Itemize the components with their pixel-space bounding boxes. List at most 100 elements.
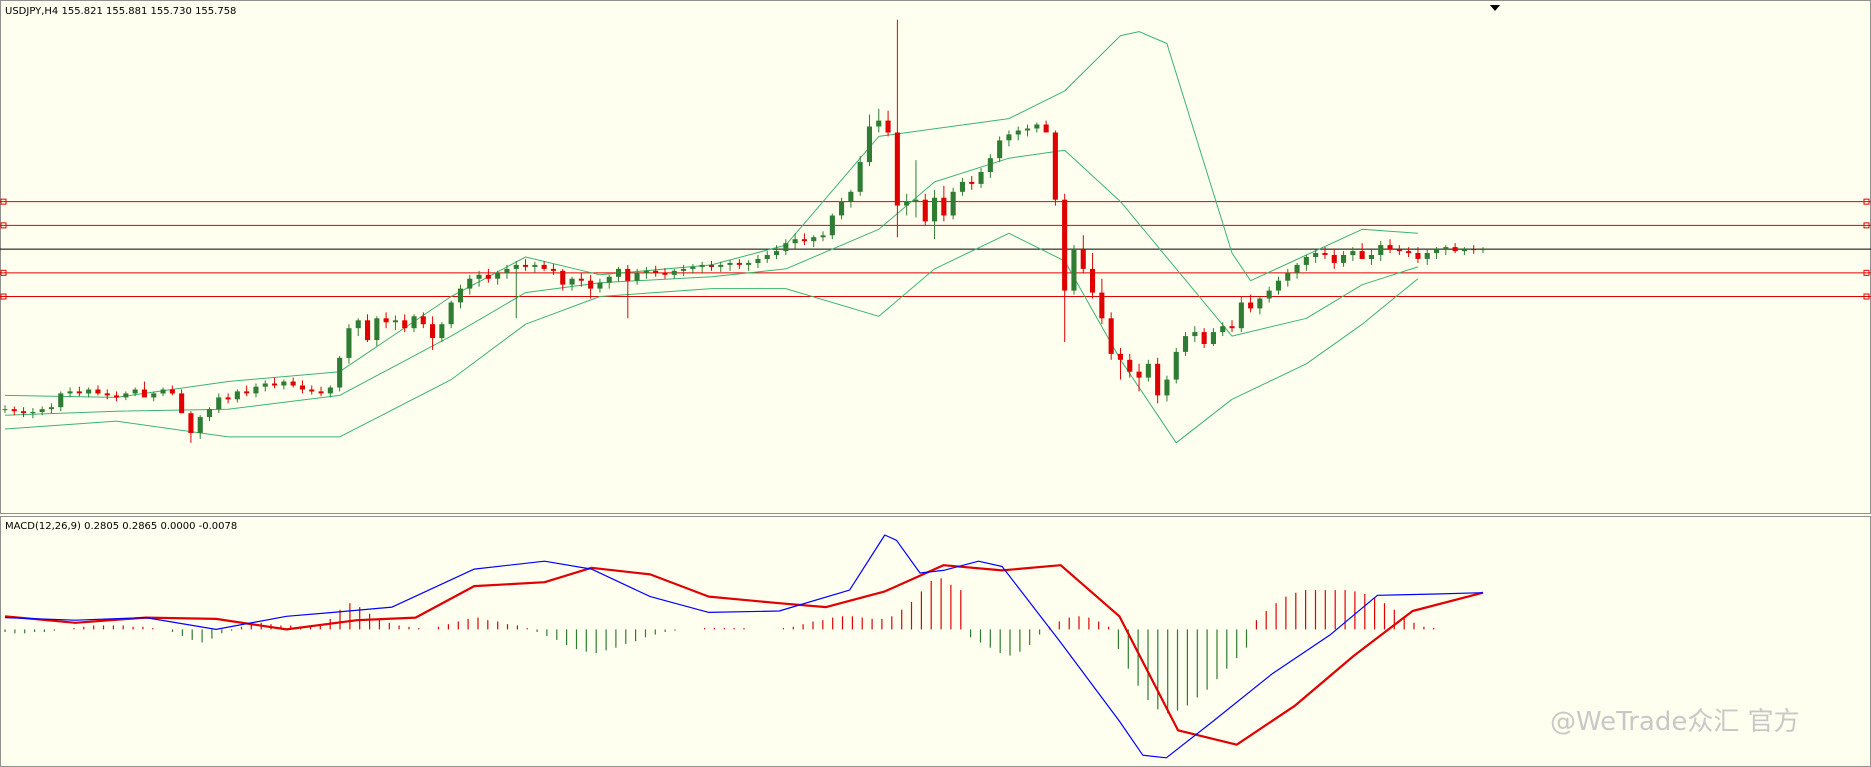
candle-body[interactable]	[774, 251, 780, 256]
candle-body[interactable]	[1471, 249, 1477, 251]
candle-body[interactable]	[1136, 371, 1142, 378]
candle-body[interactable]	[1396, 249, 1402, 252]
candle-body[interactable]	[1266, 290, 1272, 299]
candle-body[interactable]	[792, 239, 798, 244]
candle-body[interactable]	[597, 282, 603, 289]
candle-body[interactable]	[123, 393, 129, 398]
candle-body[interactable]	[169, 389, 175, 394]
candle-body[interactable]	[476, 274, 482, 279]
candle-body[interactable]	[1248, 302, 1254, 309]
candle-body[interactable]	[541, 264, 547, 269]
candle-body[interactable]	[1294, 264, 1300, 273]
candle-body[interactable]	[1201, 332, 1207, 344]
candle-body[interactable]	[197, 417, 203, 433]
candle-body[interactable]	[1220, 326, 1226, 333]
candle-body[interactable]	[160, 389, 166, 394]
candle-body[interactable]	[746, 262, 752, 265]
candle-body[interactable]	[1025, 128, 1031, 131]
candle-body[interactable]	[2, 409, 8, 411]
candle-body[interactable]	[1285, 272, 1291, 281]
level-line-handle-right[interactable]	[1863, 269, 1870, 276]
candle-body[interactable]	[11, 409, 17, 412]
candle-body[interactable]	[1341, 255, 1347, 263]
candle-body[interactable]	[467, 278, 473, 289]
candle-body[interactable]	[987, 158, 993, 172]
candle-body[interactable]	[67, 391, 73, 394]
candle-body[interactable]	[978, 172, 984, 184]
candle-body[interactable]	[1275, 280, 1281, 291]
candle-body[interactable]	[848, 191, 854, 202]
candle-body[interactable]	[671, 270, 677, 275]
candle-body[interactable]	[1257, 298, 1263, 309]
candle-body[interactable]	[1387, 245, 1393, 250]
level-line-handle-left[interactable]	[0, 198, 7, 205]
candle-body[interactable]	[132, 389, 138, 394]
candle-body[interactable]	[1034, 124, 1040, 129]
level-line-handle-left[interactable]	[0, 293, 7, 300]
candle-body[interactable]	[1062, 199, 1068, 291]
candle-body[interactable]	[922, 199, 928, 222]
candle-body[interactable]	[811, 237, 817, 242]
candle-body[interactable]	[643, 270, 649, 273]
candle-body[interactable]	[932, 197, 938, 222]
candle-body[interactable]	[290, 381, 296, 386]
candle-body[interactable]	[30, 412, 36, 414]
candle-body[interactable]	[244, 391, 250, 394]
candle-body[interactable]	[225, 397, 231, 400]
candle-body[interactable]	[346, 328, 352, 358]
candle-body[interactable]	[969, 181, 975, 184]
candle-body[interactable]	[1480, 249, 1486, 251]
candle-body[interactable]	[1071, 249, 1077, 291]
candle-body[interactable]	[48, 407, 54, 410]
candle-body[interactable]	[21, 411, 27, 414]
candle-body[interactable]	[151, 393, 157, 398]
candle-body[interactable]	[829, 215, 835, 236]
candle-body[interactable]	[299, 385, 305, 390]
candle-body[interactable]	[327, 387, 333, 394]
candle-body[interactable]	[39, 409, 45, 412]
level-line-handle-left[interactable]	[0, 269, 7, 276]
candle-body[interactable]	[1452, 247, 1458, 252]
candle-body[interactable]	[392, 320, 398, 323]
candle-body[interactable]	[420, 316, 426, 325]
candle-body[interactable]	[1080, 249, 1086, 269]
candle-body[interactable]	[941, 197, 947, 216]
candle-body[interactable]	[86, 389, 92, 394]
candle-body[interactable]	[1434, 249, 1440, 254]
candle-body[interactable]	[1350, 251, 1356, 256]
candle-body[interactable]	[1183, 336, 1189, 352]
candle-body[interactable]	[216, 397, 222, 410]
candle-body[interactable]	[1368, 255, 1374, 259]
candle-body[interactable]	[1229, 326, 1235, 329]
candle-body[interactable]	[959, 181, 965, 192]
candle-body[interactable]	[718, 264, 724, 267]
candle-body[interactable]	[365, 320, 371, 341]
candle-body[interactable]	[913, 199, 919, 202]
candle-body[interactable]	[253, 386, 259, 394]
candle-body[interactable]	[188, 413, 194, 433]
candle-body[interactable]	[634, 272, 640, 281]
candle-body[interactable]	[857, 162, 863, 192]
candle-body[interactable]	[653, 270, 659, 273]
candle-body[interactable]	[616, 268, 622, 277]
candle-body[interactable]	[1099, 292, 1105, 319]
candle-body[interactable]	[1303, 257, 1309, 265]
candle-body[interactable]	[114, 395, 120, 398]
candle-body[interactable]	[309, 389, 315, 392]
candle-body[interactable]	[1359, 251, 1365, 259]
candle-body[interactable]	[1127, 359, 1133, 372]
candle-body[interactable]	[141, 389, 147, 398]
candle-body[interactable]	[104, 393, 110, 396]
candle-body[interactable]	[1145, 363, 1151, 378]
candle-body[interactable]	[1052, 132, 1058, 200]
candles[interactable]	[2, 19, 1486, 443]
candle-body[interactable]	[997, 140, 1003, 159]
level-line-handle-right[interactable]	[1863, 293, 1870, 300]
candle-body[interactable]	[1406, 251, 1412, 254]
candle-body[interactable]	[383, 318, 389, 323]
candle-body[interactable]	[1090, 268, 1096, 293]
candle-body[interactable]	[411, 316, 417, 329]
candle-body[interactable]	[95, 389, 101, 394]
candle-body[interactable]	[1043, 124, 1049, 133]
candle-body[interactable]	[690, 266, 696, 269]
